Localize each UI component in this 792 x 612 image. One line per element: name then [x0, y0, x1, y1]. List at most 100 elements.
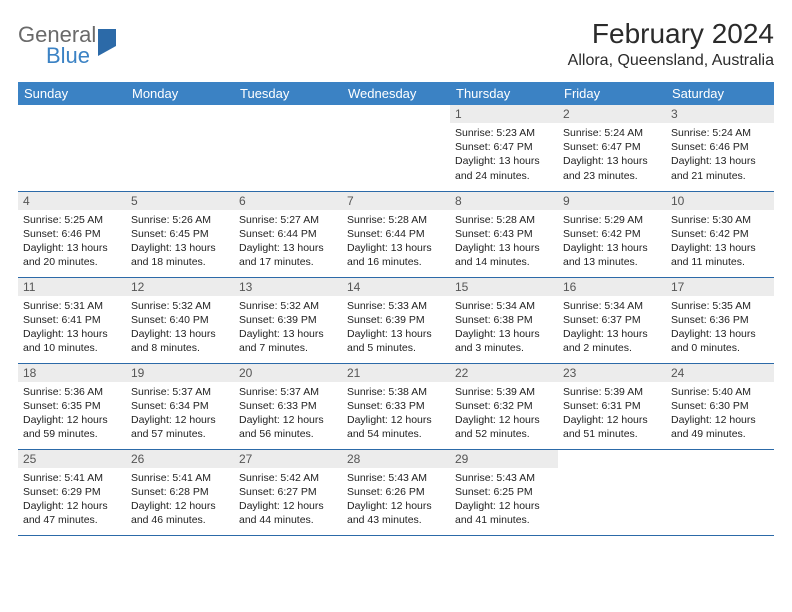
day-body: Sunrise: 5:27 AMSunset: 6:44 PMDaylight:…: [234, 210, 342, 274]
sunset-text: Sunset: 6:36 PM: [671, 313, 769, 327]
calendar-day-cell: 23Sunrise: 5:39 AMSunset: 6:31 PMDayligh…: [558, 363, 666, 449]
sunrise-text: Sunrise: 5:43 AM: [347, 471, 445, 485]
day-number: 25: [18, 450, 126, 468]
daylight-text: Daylight: 13 hours and 14 minutes.: [455, 241, 553, 269]
daylight-text: Daylight: 13 hours and 11 minutes.: [671, 241, 769, 269]
sunset-text: Sunset: 6:45 PM: [131, 227, 229, 241]
calendar-week-row: 25Sunrise: 5:41 AMSunset: 6:29 PMDayligh…: [18, 449, 774, 535]
day-body: Sunrise: 5:23 AMSunset: 6:47 PMDaylight:…: [450, 123, 558, 187]
day-number: 8: [450, 192, 558, 210]
location-label: Allora, Queensland, Australia: [568, 52, 774, 70]
day-body: Sunrise: 5:33 AMSunset: 6:39 PMDaylight:…: [342, 296, 450, 360]
calendar-day-cell: 11Sunrise: 5:31 AMSunset: 6:41 PMDayligh…: [18, 277, 126, 363]
sunset-text: Sunset: 6:39 PM: [347, 313, 445, 327]
logo: General Blue: [18, 18, 116, 67]
day-body: Sunrise: 5:43 AMSunset: 6:26 PMDaylight:…: [342, 468, 450, 532]
day-number: 6: [234, 192, 342, 210]
calendar-day-cell: 3Sunrise: 5:24 AMSunset: 6:46 PMDaylight…: [666, 105, 774, 191]
calendar-day-cell: [126, 105, 234, 191]
daylight-text: Daylight: 13 hours and 2 minutes.: [563, 327, 661, 355]
calendar-day-cell: [666, 449, 774, 535]
title-block: February 2024 Allora, Queensland, Austra…: [568, 18, 774, 70]
sunset-text: Sunset: 6:34 PM: [131, 399, 229, 413]
daylight-text: Daylight: 13 hours and 10 minutes.: [23, 327, 121, 355]
calendar-day-cell: 14Sunrise: 5:33 AMSunset: 6:39 PMDayligh…: [342, 277, 450, 363]
sunset-text: Sunset: 6:26 PM: [347, 485, 445, 499]
daylight-text: Daylight: 12 hours and 44 minutes.: [239, 499, 337, 527]
day-body: Sunrise: 5:29 AMSunset: 6:42 PMDaylight:…: [558, 210, 666, 274]
sunset-text: Sunset: 6:47 PM: [455, 140, 553, 154]
weekday-header: Monday: [126, 82, 234, 105]
day-body: Sunrise: 5:39 AMSunset: 6:31 PMDaylight:…: [558, 382, 666, 446]
sunset-text: Sunset: 6:28 PM: [131, 485, 229, 499]
daylight-text: Daylight: 12 hours and 59 minutes.: [23, 413, 121, 441]
day-number: 11: [18, 278, 126, 296]
daylight-text: Daylight: 13 hours and 18 minutes.: [131, 241, 229, 269]
page-title: February 2024: [568, 18, 774, 50]
day-number: 23: [558, 364, 666, 382]
day-body: Sunrise: 5:40 AMSunset: 6:30 PMDaylight:…: [666, 382, 774, 446]
sunrise-text: Sunrise: 5:23 AM: [455, 126, 553, 140]
sunrise-text: Sunrise: 5:39 AM: [455, 385, 553, 399]
daylight-text: Daylight: 13 hours and 17 minutes.: [239, 241, 337, 269]
header: General Blue February 2024 Allora, Queen…: [18, 18, 774, 70]
calendar-day-cell: 26Sunrise: 5:41 AMSunset: 6:28 PMDayligh…: [126, 449, 234, 535]
sunrise-text: Sunrise: 5:40 AM: [671, 385, 769, 399]
calendar-day-cell: [558, 449, 666, 535]
day-body: Sunrise: 5:41 AMSunset: 6:29 PMDaylight:…: [18, 468, 126, 532]
calendar-day-cell: 4Sunrise: 5:25 AMSunset: 6:46 PMDaylight…: [18, 191, 126, 277]
calendar-day-cell: 20Sunrise: 5:37 AMSunset: 6:33 PMDayligh…: [234, 363, 342, 449]
day-number: 17: [666, 278, 774, 296]
calendar-day-cell: 6Sunrise: 5:27 AMSunset: 6:44 PMDaylight…: [234, 191, 342, 277]
day-body: Sunrise: 5:37 AMSunset: 6:34 PMDaylight:…: [126, 382, 234, 446]
calendar-day-cell: 2Sunrise: 5:24 AMSunset: 6:47 PMDaylight…: [558, 105, 666, 191]
calendar-day-cell: 29Sunrise: 5:43 AMSunset: 6:25 PMDayligh…: [450, 449, 558, 535]
day-body: Sunrise: 5:37 AMSunset: 6:33 PMDaylight:…: [234, 382, 342, 446]
daylight-text: Daylight: 12 hours and 49 minutes.: [671, 413, 769, 441]
sunrise-text: Sunrise: 5:41 AM: [131, 471, 229, 485]
weekday-header-row: Sunday Monday Tuesday Wednesday Thursday…: [18, 82, 774, 105]
day-body: Sunrise: 5:28 AMSunset: 6:44 PMDaylight:…: [342, 210, 450, 274]
day-number: 15: [450, 278, 558, 296]
sunrise-text: Sunrise: 5:35 AM: [671, 299, 769, 313]
day-body: Sunrise: 5:36 AMSunset: 6:35 PMDaylight:…: [18, 382, 126, 446]
calendar-day-cell: 24Sunrise: 5:40 AMSunset: 6:30 PMDayligh…: [666, 363, 774, 449]
calendar-day-cell: 28Sunrise: 5:43 AMSunset: 6:26 PMDayligh…: [342, 449, 450, 535]
sunset-text: Sunset: 6:46 PM: [23, 227, 121, 241]
daylight-text: Daylight: 12 hours and 54 minutes.: [347, 413, 445, 441]
day-body: Sunrise: 5:35 AMSunset: 6:36 PMDaylight:…: [666, 296, 774, 360]
day-number: 18: [18, 364, 126, 382]
sunrise-text: Sunrise: 5:37 AM: [131, 385, 229, 399]
sunrise-text: Sunrise: 5:31 AM: [23, 299, 121, 313]
day-body: Sunrise: 5:38 AMSunset: 6:33 PMDaylight:…: [342, 382, 450, 446]
day-number: 28: [342, 450, 450, 468]
sunset-text: Sunset: 6:42 PM: [671, 227, 769, 241]
calendar-week-row: 4Sunrise: 5:25 AMSunset: 6:46 PMDaylight…: [18, 191, 774, 277]
day-body: Sunrise: 5:24 AMSunset: 6:47 PMDaylight:…: [558, 123, 666, 187]
day-body: Sunrise: 5:32 AMSunset: 6:39 PMDaylight:…: [234, 296, 342, 360]
calendar-day-cell: [234, 105, 342, 191]
day-number: 20: [234, 364, 342, 382]
sunrise-text: Sunrise: 5:34 AM: [563, 299, 661, 313]
sunrise-text: Sunrise: 5:39 AM: [563, 385, 661, 399]
daylight-text: Daylight: 13 hours and 8 minutes.: [131, 327, 229, 355]
weekday-header: Thursday: [450, 82, 558, 105]
calendar-day-cell: 17Sunrise: 5:35 AMSunset: 6:36 PMDayligh…: [666, 277, 774, 363]
calendar-day-cell: 9Sunrise: 5:29 AMSunset: 6:42 PMDaylight…: [558, 191, 666, 277]
daylight-text: Daylight: 12 hours and 43 minutes.: [347, 499, 445, 527]
sunset-text: Sunset: 6:40 PM: [131, 313, 229, 327]
calendar-day-cell: 5Sunrise: 5:26 AMSunset: 6:45 PMDaylight…: [126, 191, 234, 277]
daylight-text: Daylight: 12 hours and 46 minutes.: [131, 499, 229, 527]
day-number: [342, 105, 450, 109]
daylight-text: Daylight: 13 hours and 7 minutes.: [239, 327, 337, 355]
weekday-header: Saturday: [666, 82, 774, 105]
daylight-text: Daylight: 13 hours and 23 minutes.: [563, 154, 661, 182]
daylight-text: Daylight: 13 hours and 13 minutes.: [563, 241, 661, 269]
daylight-text: Daylight: 12 hours and 57 minutes.: [131, 413, 229, 441]
day-number: 5: [126, 192, 234, 210]
day-number: 19: [126, 364, 234, 382]
day-number: [18, 105, 126, 109]
weekday-header: Friday: [558, 82, 666, 105]
day-number: [558, 450, 666, 454]
daylight-text: Daylight: 13 hours and 20 minutes.: [23, 241, 121, 269]
